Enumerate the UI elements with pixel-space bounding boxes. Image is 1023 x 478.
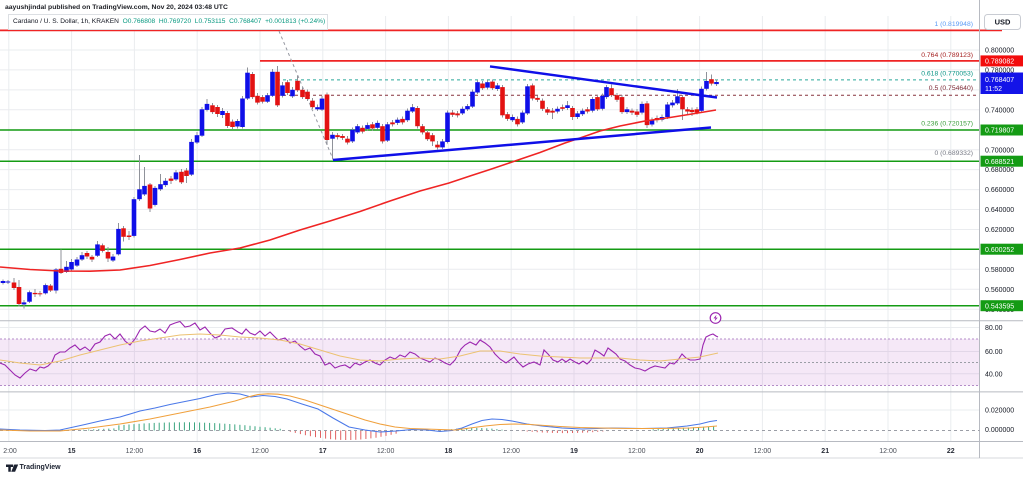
svg-text:16: 16 bbox=[193, 448, 201, 455]
svg-text:0.700000: 0.700000 bbox=[985, 147, 1014, 154]
svg-text:USD: USD bbox=[995, 18, 1011, 27]
svg-text:0.000000: 0.000000 bbox=[985, 427, 1014, 434]
svg-text:2:00: 2:00 bbox=[3, 448, 17, 455]
svg-text:0.800000: 0.800000 bbox=[985, 48, 1014, 55]
svg-text:12:00: 12:00 bbox=[502, 448, 520, 455]
svg-text:0 (0.689332): 0 (0.689332) bbox=[934, 150, 973, 157]
svg-text:0.620000: 0.620000 bbox=[985, 227, 1014, 234]
svg-text:0.640000: 0.640000 bbox=[985, 207, 1014, 214]
svg-text:0.789082: 0.789082 bbox=[985, 59, 1014, 66]
svg-text:0.680000: 0.680000 bbox=[985, 167, 1014, 174]
svg-text:11:52: 11:52 bbox=[985, 86, 1002, 93]
svg-text:20: 20 bbox=[696, 448, 704, 455]
svg-text:0.618 (0.770053): 0.618 (0.770053) bbox=[921, 70, 973, 77]
svg-text:1 (0.819948): 1 (0.819948) bbox=[934, 21, 973, 28]
svg-text:12:00: 12:00 bbox=[126, 448, 144, 455]
svg-text:12:00: 12:00 bbox=[879, 448, 897, 455]
svg-text:0.768407: 0.768407 bbox=[985, 77, 1014, 84]
svg-text:22: 22 bbox=[947, 448, 955, 455]
svg-text:0.780000: 0.780000 bbox=[985, 68, 1014, 75]
svg-text:0.764 (0.789123): 0.764 (0.789123) bbox=[921, 52, 973, 59]
svg-text:19: 19 bbox=[570, 448, 578, 455]
svg-text:60.00: 60.00 bbox=[985, 349, 1003, 356]
svg-text:18: 18 bbox=[445, 448, 453, 455]
svg-text:12:00: 12:00 bbox=[377, 448, 395, 455]
svg-text:0.580000: 0.580000 bbox=[985, 267, 1014, 274]
svg-text:0.5 (0.754640): 0.5 (0.754640) bbox=[929, 85, 973, 92]
svg-text:0.740000: 0.740000 bbox=[985, 107, 1014, 114]
svg-text:0.660000: 0.660000 bbox=[985, 187, 1014, 194]
svg-text:0.600252: 0.600252 bbox=[985, 247, 1014, 254]
svg-text:12:00: 12:00 bbox=[628, 448, 646, 455]
svg-text:21: 21 bbox=[821, 448, 829, 455]
svg-text:12:00: 12:00 bbox=[754, 448, 772, 455]
svg-text:0.236 (0.720157): 0.236 (0.720157) bbox=[921, 121, 973, 128]
svg-text:40.00: 40.00 bbox=[985, 371, 1003, 378]
svg-text:15: 15 bbox=[68, 448, 76, 455]
svg-text:17: 17 bbox=[319, 448, 327, 455]
svg-text:0.719807: 0.719807 bbox=[985, 128, 1014, 135]
svg-text:0.543595: 0.543595 bbox=[985, 303, 1014, 310]
svg-text:80.00: 80.00 bbox=[985, 325, 1003, 332]
svg-text:0.688521: 0.688521 bbox=[985, 159, 1014, 166]
svg-text:0.020000: 0.020000 bbox=[985, 407, 1014, 414]
svg-text:0.560000: 0.560000 bbox=[985, 287, 1014, 294]
svg-text:12:00: 12:00 bbox=[251, 448, 269, 455]
